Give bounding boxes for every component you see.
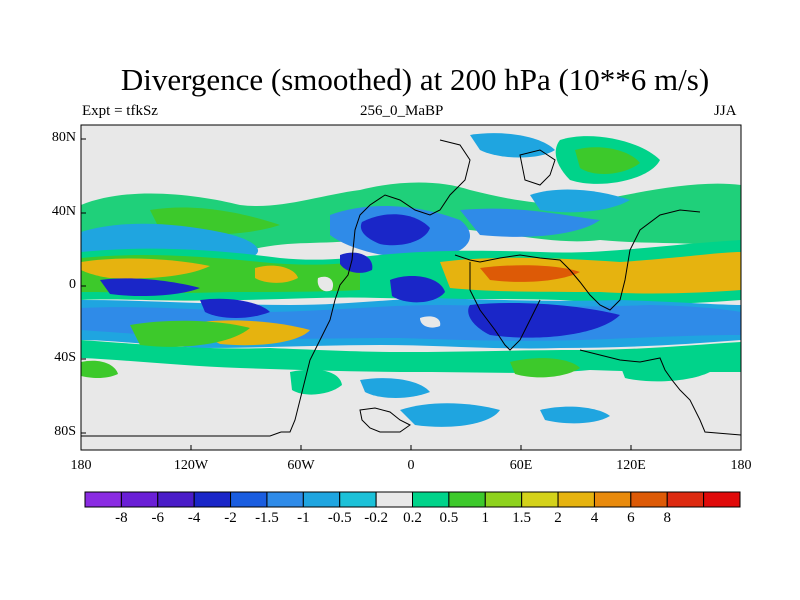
lon-label: 180 — [730, 458, 752, 473]
contour-negative-tropics-deep-5 — [340, 252, 373, 273]
colorbar-label: -4 — [187, 510, 201, 526]
colorbar-swatch — [666, 491, 705, 508]
coastlines — [81, 139, 741, 437]
contour-equatorial-orange-w — [81, 258, 210, 279]
contour-neg-south-3 — [360, 378, 430, 398]
lat-label: 40N — [51, 204, 76, 219]
contour-neg-south-1 — [400, 403, 500, 427]
colorbar-swatch — [302, 491, 341, 508]
contour-neg-north-4 — [460, 208, 600, 237]
season-label: JJA — [714, 103, 737, 119]
contour-negative-tropics-deep-4 — [200, 298, 270, 318]
colorbar-swatch — [230, 491, 268, 508]
colorbar-label: 4 — [590, 510, 599, 526]
contour-pos-south-green-1 — [130, 320, 250, 347]
colorbar-label: -8 — [115, 510, 128, 526]
colorbar-swatch — [157, 491, 195, 508]
contour-neg-small-white-2 — [317, 276, 334, 292]
contour-neg-small-white-1 — [420, 316, 441, 328]
map-field — [81, 125, 741, 450]
lat-label: 40S — [54, 350, 76, 365]
contour-negative-tropics-deep-2 — [468, 303, 620, 338]
lon-label: 60W — [287, 458, 315, 473]
contour-neg-north-east — [530, 189, 630, 213]
colorbar-label: -0.5 — [327, 510, 352, 526]
contour-equatorial-red — [480, 265, 580, 282]
contour-negative-tropics-deep-3 — [390, 276, 445, 303]
lon-label: 60E — [509, 458, 533, 473]
colorbar-swatch — [375, 491, 414, 508]
lat-label: 0 — [69, 277, 76, 292]
colorbar-swatch — [120, 491, 159, 508]
colorbar-swatch — [84, 491, 122, 508]
colorbar-swatch — [593, 491, 632, 508]
colorbar-swatch — [448, 491, 486, 508]
colorbar-swatch — [412, 491, 450, 508]
lon-label: 0 — [407, 458, 415, 473]
lat-label: 80S — [54, 424, 76, 439]
lon-tick-marks — [80, 445, 742, 450]
colorbar-swatch — [703, 491, 741, 508]
colorbar-label: 2 — [554, 510, 562, 526]
map-title: Divergence (smoothed) at 200 hPa (10**6 … — [120, 62, 710, 97]
colorbar-label: -1.5 — [255, 510, 279, 526]
colorbar-swatch — [339, 491, 377, 508]
colorbar-label: 6 — [627, 510, 635, 526]
contour-pos-north-east-inner — [575, 147, 640, 175]
contour-pos-south — [81, 340, 741, 373]
contour-negative-tropics-deep-1 — [100, 278, 200, 296]
colorbar-swatch — [193, 491, 232, 508]
contour-pos-south-green-3 — [81, 360, 118, 378]
colorbar — [84, 491, 741, 508]
colorbar-swatch — [484, 491, 523, 508]
lat-label: 80N — [51, 130, 76, 145]
center-label: 256_0_MaBP — [360, 103, 444, 119]
experiment-label: Expt = tfkSz — [82, 103, 158, 119]
colorbar-swatch — [557, 491, 595, 508]
colorbar-label: -0.2 — [364, 510, 388, 526]
colorbar-label: 0.2 — [403, 510, 422, 526]
contour-pos-small-1 — [255, 265, 298, 283]
lat-tick-marks — [81, 138, 86, 434]
colorbar-label: 1.5 — [512, 510, 532, 526]
lon-label: 120E — [616, 458, 646, 473]
contour-neg-north-3 — [360, 214, 430, 246]
contour-equatorial-orange-e — [440, 252, 741, 294]
colorbar-label: -1 — [297, 510, 310, 526]
colorbar-label: -6 — [151, 510, 165, 526]
colorbar-swatch — [630, 491, 668, 508]
colorbar-label: 0.5 — [439, 510, 459, 526]
lon-label: 180 — [70, 458, 92, 473]
colorbar-label: 8 — [663, 510, 671, 526]
colorbar-swatch — [521, 491, 559, 508]
colorbar-label: -2 — [224, 510, 237, 526]
colorbar-swatch — [266, 491, 304, 508]
colorbar-label: 1 — [481, 510, 490, 526]
contour-pos-south-green-2 — [510, 358, 580, 378]
contour-neg-south-2 — [540, 406, 610, 424]
lon-label: 120W — [173, 458, 209, 473]
contour-pos-south-green-5 — [620, 362, 710, 382]
